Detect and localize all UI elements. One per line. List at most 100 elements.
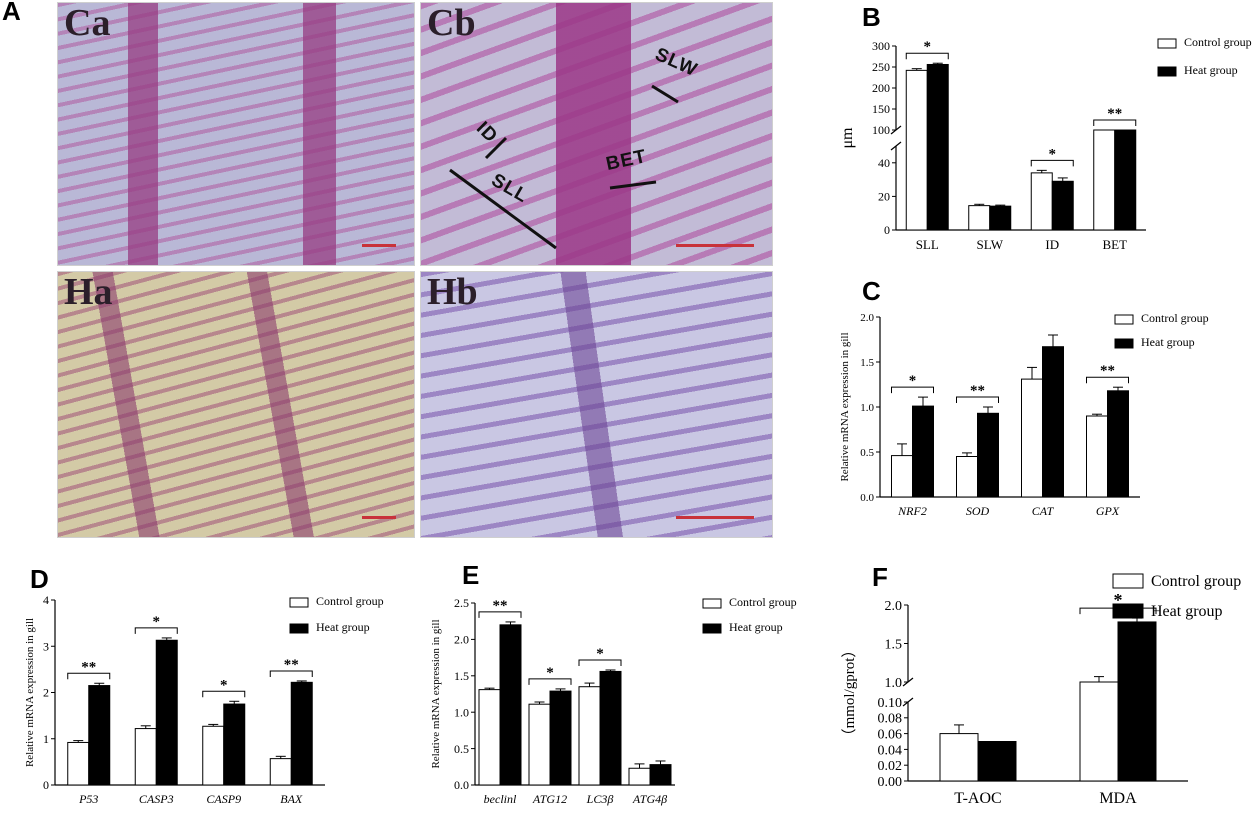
- category-label: ID: [1045, 237, 1059, 252]
- y-tick-label: 0.00: [878, 775, 903, 790]
- micrograph-ca: Ca: [57, 2, 415, 266]
- bar-control: [578, 686, 601, 786]
- significance-bracket: [578, 659, 622, 666]
- y-tick-label: 0.0: [454, 778, 469, 792]
- y-axis-label: Relative mRNA expression in gill: [24, 618, 36, 767]
- bar-heat: [223, 703, 246, 786]
- y-tick-label: 1.0: [454, 705, 469, 719]
- bar-heat: [1042, 346, 1064, 498]
- bar-control: [202, 725, 225, 786]
- legend-swatch: [1157, 38, 1177, 49]
- legend-swatch: [702, 598, 722, 609]
- y-tick-label: 2.0: [860, 312, 874, 324]
- category-label: SLL: [916, 237, 939, 252]
- y-tick-label: 2.5: [454, 596, 469, 610]
- y-tick-label: 0: [43, 778, 49, 792]
- y-tick-label: 3: [43, 639, 49, 653]
- significance-marker: *: [924, 39, 932, 55]
- significance-marker: *: [220, 677, 228, 693]
- bar-heat: [88, 685, 111, 786]
- y-axis-label: Relative mRNA expression in gill: [839, 332, 851, 481]
- legend-swatch: [289, 623, 309, 634]
- significance-marker: *: [546, 665, 554, 681]
- chart-e: 0.0 0.5 1.0 1.5 2.0 2.5 Relative mRNA expressi…: [430, 595, 797, 806]
- significance-marker: *: [1049, 146, 1057, 162]
- bar-control: [939, 733, 979, 782]
- bar-heat: [977, 412, 999, 498]
- micrograph-label: Ca: [64, 2, 111, 44]
- legend-swatch: [1112, 573, 1144, 589]
- legend-label: Control group: [316, 594, 384, 608]
- panel-letter-f: F: [872, 562, 888, 592]
- category-label: MDA: [1099, 790, 1137, 807]
- legend-label: Heat group: [1184, 63, 1238, 77]
- micrograph-cb: Cb: [420, 2, 773, 266]
- y-tick-label: 1.5: [885, 637, 903, 652]
- micrograph-label: Hb: [427, 271, 478, 313]
- panel-letter-a: A: [2, 0, 21, 26]
- significance-bracket: [202, 690, 246, 698]
- category-label: T-AOC: [954, 790, 1001, 807]
- bar-heat: [549, 690, 572, 786]
- panel-letter-e: E: [462, 560, 480, 590]
- chart-f: 0.000.020.040.060.080.10 1.0 1.5 2.0 （mmol/g…: [841, 573, 1241, 807]
- significance-bracket: [269, 670, 313, 677]
- bar-control: [528, 703, 551, 786]
- micrograph-label: Cb: [427, 2, 476, 44]
- panel-letter-d: D: [30, 564, 49, 594]
- y-tick-label: 200: [872, 81, 890, 95]
- y-tick-label: 1.5: [860, 357, 874, 369]
- y-tick-label: 40: [878, 156, 890, 170]
- significance-marker: **: [1107, 106, 1122, 122]
- legend-label: Control group: [1184, 35, 1252, 49]
- scale-bar: [676, 516, 754, 519]
- legend-swatch: [1114, 314, 1134, 325]
- y-tick-label: 0.5: [860, 447, 874, 459]
- significance-bracket: [905, 52, 949, 60]
- significance-marker: *: [1114, 590, 1123, 610]
- bar-control: [628, 767, 651, 786]
- significance-bracket: [134, 627, 178, 634]
- y-tick-label: 0: [884, 223, 890, 237]
- significance-bracket: [528, 678, 572, 685]
- category-label: BAX: [280, 792, 303, 806]
- bar-heat: [649, 764, 672, 786]
- significance-marker: **: [493, 598, 508, 614]
- significance-marker: *: [909, 373, 917, 389]
- significance-marker: *: [153, 614, 161, 630]
- y-tick-label: 0.10: [878, 696, 903, 711]
- bar-control: [1086, 415, 1108, 498]
- y-axis-label: μm: [839, 127, 856, 149]
- significance-bracket: [1093, 119, 1137, 126]
- category-label: P53: [78, 792, 98, 806]
- legend-label: Control group: [729, 595, 797, 609]
- y-tick-label: 150: [872, 102, 890, 116]
- significance-bracket: [1086, 376, 1129, 384]
- y-axis-label: Relative mRNA expression in gill: [430, 619, 442, 768]
- category-label: CAT: [1032, 504, 1055, 518]
- bar-heat: [977, 741, 1017, 782]
- y-tick-label: 1.5: [454, 669, 469, 683]
- scale-bar: [362, 516, 396, 519]
- significance-marker: **: [1100, 363, 1115, 379]
- significance-marker: **: [970, 383, 985, 399]
- category-label: GPX: [1096, 504, 1120, 518]
- bar-control: [134, 728, 157, 786]
- bar-control: [1030, 172, 1053, 231]
- annotation-arrows: [449, 84, 679, 250]
- category-label: beclinl: [484, 792, 517, 806]
- bar-heat: [599, 670, 622, 786]
- scale-bar: [676, 244, 754, 247]
- micrograph-hb: Hb: [420, 271, 773, 538]
- legend-label: Heat group: [1141, 335, 1195, 349]
- y-tick-label: 4: [43, 593, 49, 607]
- significance-marker: *: [596, 646, 604, 662]
- panel-letter-b: B: [862, 2, 881, 32]
- significance-bracket: [478, 611, 522, 618]
- legend-label: Heat group: [729, 620, 783, 634]
- bar-heat: [926, 63, 949, 231]
- bar-heat: [989, 205, 1012, 231]
- legend-swatch: [289, 597, 309, 608]
- bar-control: [1093, 129, 1116, 231]
- y-tick-label: 100: [872, 123, 890, 137]
